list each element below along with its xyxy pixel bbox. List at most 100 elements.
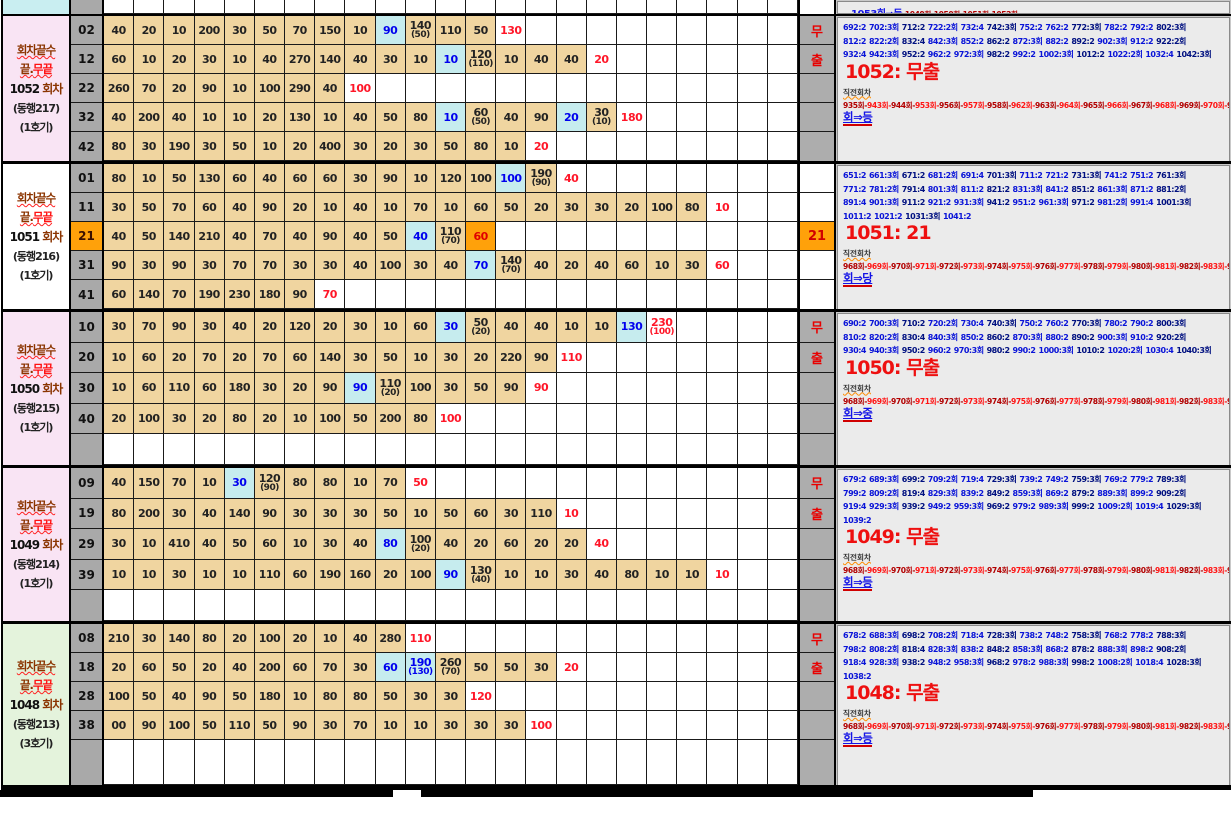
grid-cell[interactable]: 10 [647, 251, 678, 280]
grid-cell[interactable] [616, 711, 648, 740]
grid-cell[interactable]: 10 [285, 682, 316, 711]
grid-cell[interactable] [556, 711, 587, 740]
grid-cell[interactable] [647, 342, 678, 374]
grid-cell[interactable] [767, 498, 798, 530]
grid-cell[interactable]: 30 [194, 312, 225, 343]
grid-cell[interactable]: 110 [254, 559, 286, 591]
grid-cell[interactable] [435, 624, 467, 653]
grid-cell[interactable]: 90 [526, 373, 557, 404]
grid-cell[interactable] [285, 740, 316, 785]
grid-cell[interactable]: 70 [164, 468, 195, 499]
grid-cell[interactable] [616, 342, 648, 374]
grid-cell[interactable] [224, 434, 255, 465]
grid-cell[interactable] [767, 529, 798, 560]
grid-cell[interactable]: 260 (70) [435, 653, 467, 682]
grid-cell[interactable]: 20 [224, 624, 255, 653]
grid-cell[interactable]: 60 [285, 164, 316, 193]
row-label-39[interactable]: 39 [71, 559, 102, 591]
grid-cell[interactable]: 10 [526, 559, 557, 591]
grid-cell[interactable] [616, 434, 648, 465]
grid-cell[interactable]: 50 [435, 132, 467, 161]
grid-cell[interactable]: 10 [134, 529, 165, 560]
grid-cell[interactable]: 10 [224, 45, 255, 74]
grid-cell[interactable]: 10 [315, 103, 346, 132]
grid-cell[interactable]: 60 [194, 193, 225, 222]
grid-cell[interactable] [466, 0, 497, 14]
grid-cell[interactable] [254, 434, 286, 465]
grid-cell[interactable]: 100 [435, 403, 467, 435]
grid-cell[interactable] [707, 280, 738, 309]
grid-cell[interactable]: 30 [104, 529, 135, 560]
grid-cell[interactable]: 30 [345, 342, 376, 374]
grid-cell[interactable]: 30 [345, 312, 376, 343]
grid-cell[interactable]: 110 [405, 624, 436, 653]
grid-cell[interactable]: 40 [556, 164, 587, 193]
grid-cell[interactable] [677, 468, 708, 499]
grid-cell[interactable] [556, 16, 587, 45]
grid-cell[interactable]: 40 [345, 45, 376, 74]
grid-cell[interactable] [647, 624, 678, 653]
previous-round-link[interactable]: 1053회⇒등 [851, 9, 903, 13]
grid-cell[interactable] [707, 498, 738, 530]
grid-cell[interactable]: 70 [134, 312, 165, 343]
grid-cell[interactable]: 20 [466, 342, 497, 374]
grid-cell[interactable] [677, 45, 708, 74]
grid-cell[interactable]: 80 [224, 403, 255, 435]
grid-cell[interactable]: 140 [134, 280, 165, 309]
grid-cell[interactable]: 50 [466, 373, 497, 404]
grid-cell[interactable] [616, 0, 648, 14]
grid-cell[interactable] [586, 590, 617, 621]
grid-cell[interactable]: 40 [435, 529, 467, 560]
grid-cell[interactable] [405, 74, 436, 103]
grid-cell[interactable]: 40 [254, 45, 286, 74]
grid-cell[interactable] [104, 590, 135, 621]
grid-cell[interactable]: 60 [285, 559, 316, 591]
grid-cell[interactable] [556, 0, 587, 14]
grid-cell[interactable] [767, 0, 798, 14]
grid-cell[interactable]: 80 [466, 132, 497, 161]
grid-cell[interactable] [134, 0, 165, 14]
grid-cell[interactable]: 200 [375, 403, 406, 435]
row-label-40[interactable]: 40 [71, 403, 102, 435]
grid-cell[interactable] [104, 0, 135, 14]
grid-cell[interactable]: 30 [586, 193, 617, 222]
row-label-22[interactable]: 22 [71, 74, 102, 103]
grid-cell[interactable]: 130 (40) [466, 559, 497, 591]
grid-cell[interactable]: 10 [315, 193, 346, 222]
grid-cell[interactable]: 90 [285, 280, 316, 309]
grid-cell[interactable]: 40 [104, 222, 135, 251]
grid-cell[interactable] [586, 280, 617, 309]
grid-cell[interactable]: 60 [616, 251, 648, 280]
grid-cell[interactable]: 20 [164, 74, 195, 103]
grid-cell[interactable] [315, 0, 346, 14]
grid-cell[interactable]: 80 [104, 164, 135, 193]
grid-cell[interactable]: 40 [345, 251, 376, 280]
grid-cell[interactable] [767, 312, 798, 343]
grid-cell[interactable] [767, 590, 798, 621]
grid-cell[interactable]: 50 [164, 653, 195, 682]
grid-cell[interactable]: 20 [194, 653, 225, 682]
grid-cell[interactable] [586, 624, 617, 653]
grid-cell[interactable]: 20 [164, 342, 195, 374]
grid-cell[interactable]: 10 [285, 403, 316, 435]
grid-cell[interactable]: 40 [345, 529, 376, 560]
grid-cell[interactable] [767, 103, 798, 132]
grid-cell[interactable]: 70 [345, 711, 376, 740]
grid-cell[interactable] [496, 590, 527, 621]
grid-cell[interactable]: 50 [224, 682, 255, 711]
grid-cell[interactable]: 90 [254, 498, 286, 530]
grid-cell[interactable]: 10 [134, 559, 165, 591]
grid-cell[interactable] [224, 0, 255, 14]
grid-cell[interactable]: 20 [556, 251, 587, 280]
grid-cell[interactable]: 30 [104, 312, 135, 343]
grid-cell[interactable]: 190 (90) [526, 164, 557, 193]
grid-cell[interactable]: 190 (130) [405, 653, 436, 682]
grid-cell[interactable] [707, 711, 738, 740]
grid-cell[interactable]: 110 [224, 711, 255, 740]
grid-cell[interactable]: 120 [435, 164, 467, 193]
grid-cell[interactable] [194, 740, 225, 785]
grid-cell[interactable] [767, 251, 798, 280]
grid-cell[interactable]: 210 [104, 624, 135, 653]
grid-cell[interactable] [586, 16, 617, 45]
